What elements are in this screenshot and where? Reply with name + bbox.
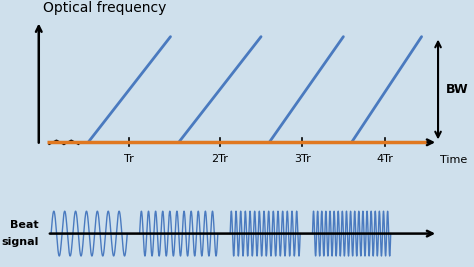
Text: signal: signal [1, 237, 39, 247]
Text: Time: Time [440, 155, 467, 165]
Text: Beat: Beat [10, 220, 39, 230]
Text: 3Tr: 3Tr [294, 154, 310, 163]
Text: Tr: Tr [125, 154, 134, 163]
Text: BW: BW [447, 83, 469, 96]
Text: 2Tr: 2Tr [211, 154, 228, 163]
Text: 4Tr: 4Tr [376, 154, 393, 163]
Text: Optical frequency: Optical frequency [43, 1, 166, 15]
